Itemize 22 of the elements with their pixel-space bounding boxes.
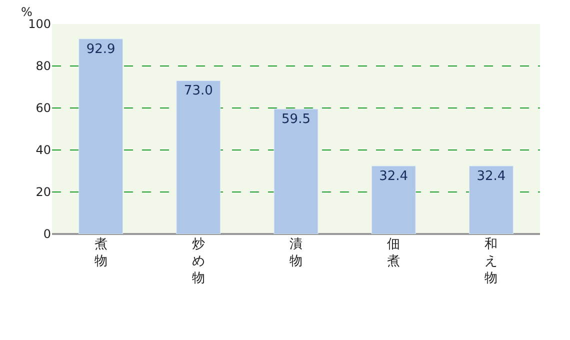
data-label: 92.9 — [86, 42, 116, 57]
x-tick-label: 炒め物 — [192, 237, 205, 286]
data-label: 73.0 — [184, 84, 213, 99]
bar — [468, 166, 514, 234]
y-tick-label: 80 — [36, 59, 51, 74]
bar — [371, 166, 416, 234]
y-tick-label: 0 — [43, 227, 51, 242]
y-tick-label: 100 — [28, 17, 51, 32]
y-tick-label: 40 — [36, 143, 51, 158]
bar — [78, 38, 124, 234]
y-tick-label: 20 — [36, 185, 51, 200]
y-tick-label: 60 — [36, 101, 51, 116]
data-label: 59.5 — [282, 112, 310, 128]
bar — [274, 108, 318, 234]
x-tick-label: 佃煮 — [387, 237, 400, 269]
data-label: 32.4 — [476, 168, 506, 184]
x-tick-label: 漬物 — [290, 237, 302, 269]
bar — [176, 80, 221, 234]
x-tick-label: 和え物 — [484, 237, 498, 286]
y-axis-title: % — [21, 5, 32, 19]
data-label: 32.4 — [379, 168, 408, 184]
x-tick-label: 煮物 — [94, 237, 108, 269]
